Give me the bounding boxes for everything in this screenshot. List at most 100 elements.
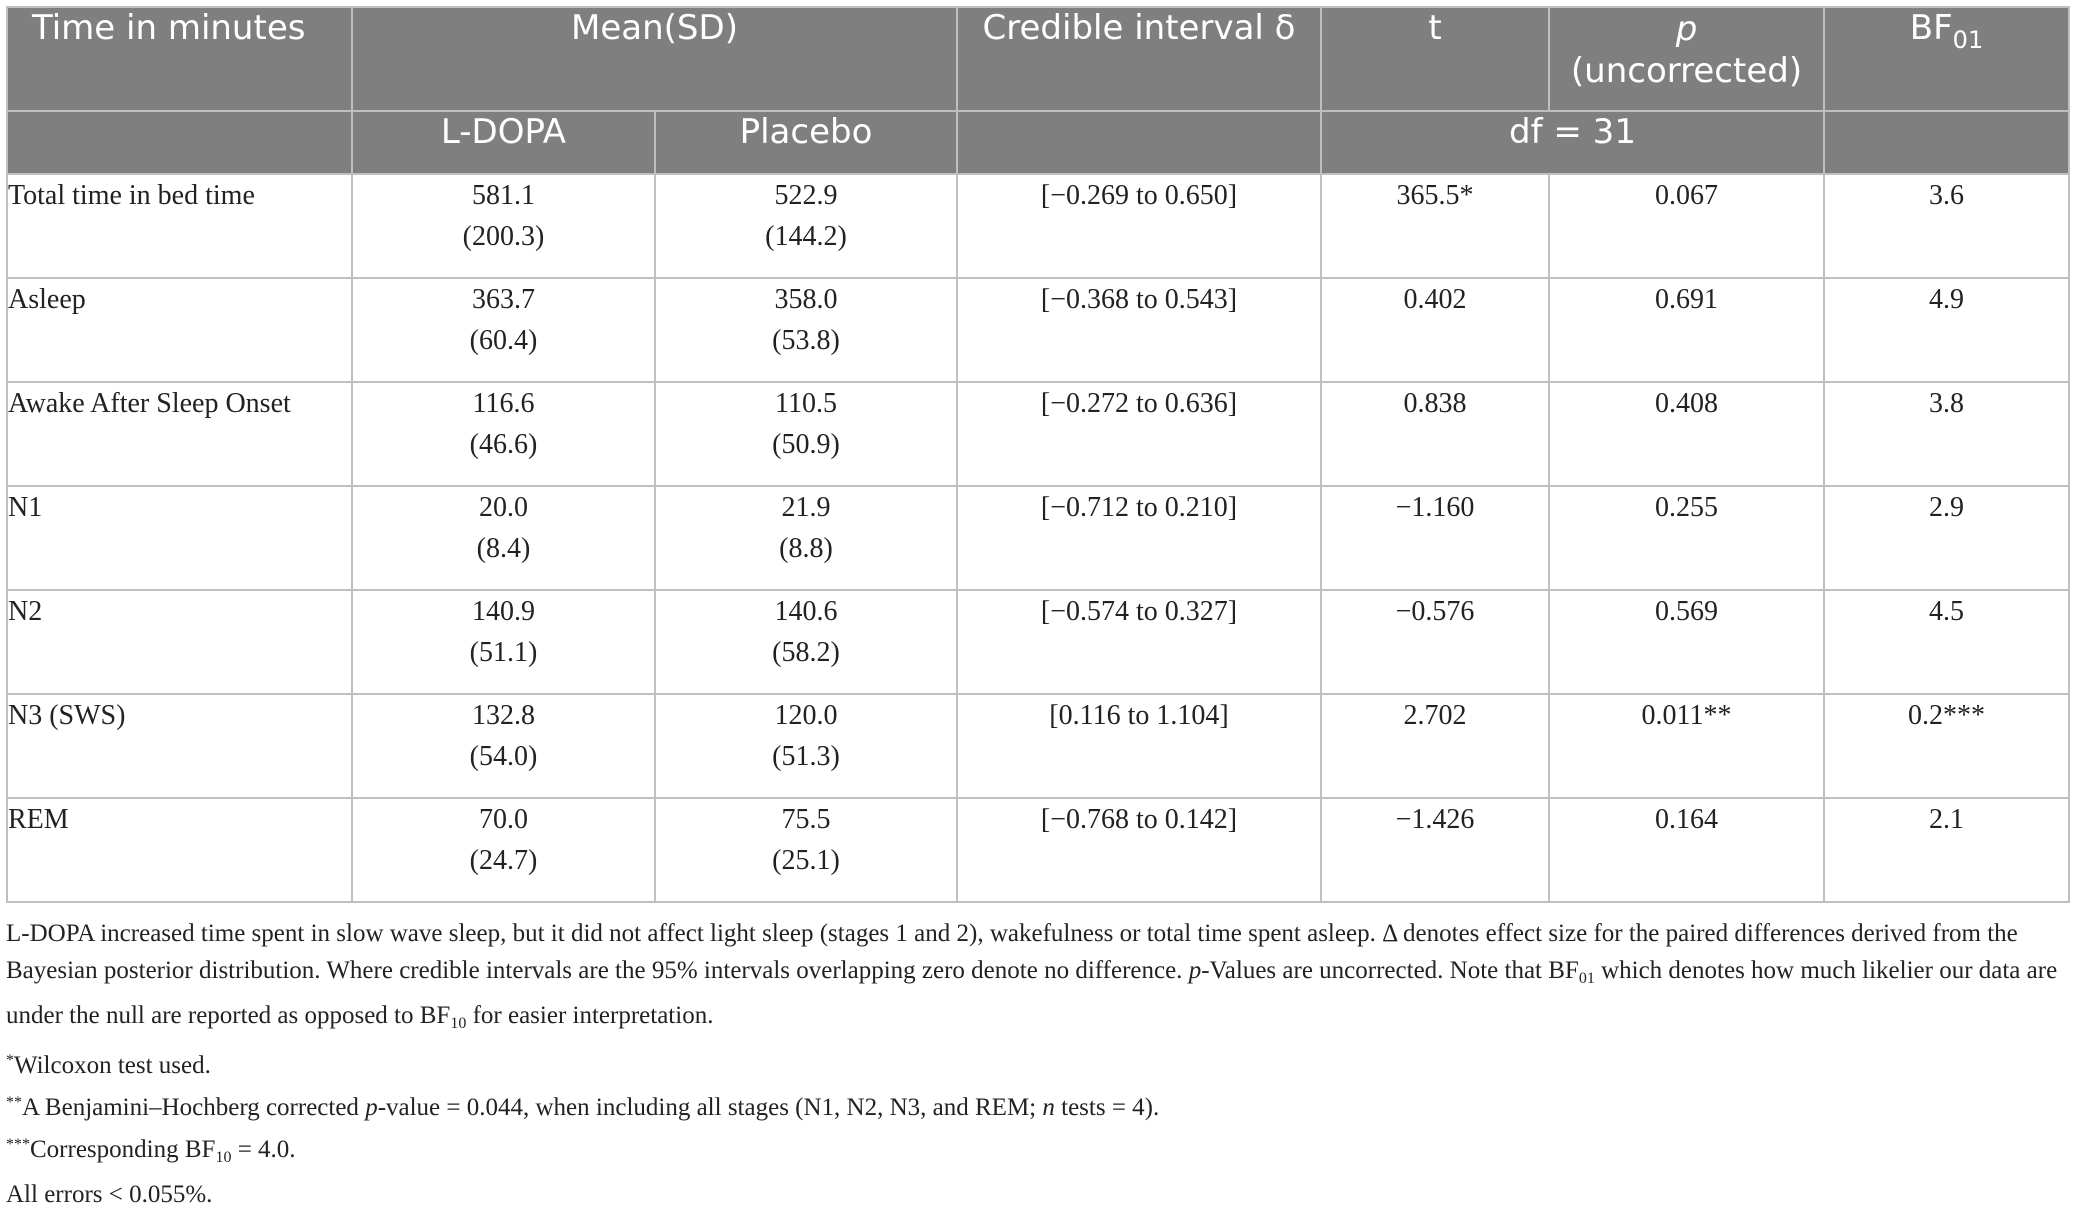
bf-cell: 2.1 (1823, 797, 2070, 903)
p-cell: 0.255 (1548, 485, 1825, 591)
t-cell-t: 0.838 (1403, 388, 1467, 419)
placebo-cell: 522.9 (144.2) (654, 173, 958, 279)
credible-interval-cell-ci: [−0.768 to 0.142] (1040, 804, 1238, 835)
p-cell-p: 0.691 (1655, 284, 1718, 315)
placebo-cell: 75.5 (25.1) (654, 797, 958, 903)
bf-cell: 3.8 (1823, 381, 2070, 487)
footnote-benjamini-text-1: A Benjamini–Hochberg corrected (22, 1094, 366, 1121)
row-label: Total time in bed time (6, 173, 353, 279)
ldopa-cell: 581.1 (200.3) (351, 173, 656, 279)
row-label-label: N1 (8, 492, 43, 523)
table-row: REM 70.0 (24.7) 75.5 (25.1) [−0.768 to 0.142]… (6, 797, 2070, 903)
header-t: t (1320, 6, 1550, 112)
placebo-cell-placebo-sd: (51.3) (772, 741, 840, 772)
row-label: REM (6, 797, 353, 903)
footnote-main: L-DOPA increased time spent in slow wave… (6, 915, 2068, 1042)
row-label-label: Awake After Sleep Onset (8, 388, 291, 419)
placebo-cell-placebo-mean: 21.9 (781, 492, 831, 523)
header-row-2: L-DOPA Placebo df = 31 (6, 110, 2070, 175)
ldopa-cell-ldopa-sd: (200.3) (462, 221, 545, 252)
results-table: Time in minutes Mean(SD) Credible interv… (6, 6, 2070, 903)
footnote-bf10-text-2: = 4.0. (231, 1136, 296, 1163)
p-cell: 0.164 (1548, 797, 1825, 903)
footnote-benjamini-text-2: -value = 0.044, when including all stage… (377, 1094, 1043, 1121)
ldopa-cell-ldopa-mean: 581.1 (472, 180, 535, 211)
ldopa-cell-ldopa-sd: (46.6) (469, 429, 538, 460)
footnote-main-p: p (1188, 957, 1202, 984)
p-cell-p: 0.569 (1655, 596, 1718, 627)
p-cell: 0.691 (1548, 277, 1825, 383)
row-label-label: N2 (8, 596, 43, 627)
row-label: N1 (6, 485, 353, 591)
p-cell-p: 0.067 (1655, 180, 1718, 211)
t-cell: −1.426 (1320, 797, 1550, 903)
placebo-cell-placebo-mean: 75.5 (781, 804, 831, 835)
ldopa-cell: 363.7 (60.4) (351, 277, 656, 383)
ldopa-cell-ldopa-sd: (60.4) (469, 325, 538, 356)
t-cell: −1.160 (1320, 485, 1550, 591)
bf-cell-bf: 3.6 (1929, 180, 1964, 211)
footnote-errors: All errors < 0.055%. (6, 1181, 213, 1208)
header-bf: BF01 (1823, 6, 2070, 112)
footnote-main-sub-10: 10 (450, 1015, 467, 1032)
credible-interval-cell: [−0.768 to 0.142] (956, 797, 1322, 903)
bf-cell: 4.9 (1823, 277, 2070, 383)
footnote-main-text-2: -Values are uncorrected. Note that BF (1201, 957, 1579, 984)
credible-interval-cell: [−0.574 to 0.327] (956, 589, 1322, 695)
placebo-cell-placebo-mean: 358.0 (774, 284, 838, 315)
header-empty-1 (6, 110, 353, 175)
bf-cell: 3.6 (1823, 173, 2070, 279)
header-mean-sd: Mean(SD) (351, 6, 958, 112)
header-empty-2 (956, 110, 1322, 175)
placebo-cell-placebo-mean: 140.6 (774, 596, 838, 627)
row-label-label: REM (8, 804, 69, 835)
ldopa-cell-ldopa-sd: (24.7) (469, 845, 538, 876)
results-table-container: Time in minutes Mean(SD) Credible interv… (6, 6, 2070, 1213)
placebo-cell: 110.5 (50.9) (654, 381, 958, 487)
placebo-cell-placebo-mean: 120.0 (774, 700, 838, 731)
footnote-main-text-1: L-DOPA increased time spent in slow wave… (6, 920, 2018, 984)
ldopa-cell-ldopa-mean: 132.8 (472, 700, 535, 731)
table-footnotes: L-DOPA increased time spent in slow wave… (6, 915, 2068, 1213)
ldopa-cell-ldopa-mean: 363.7 (472, 284, 535, 315)
t-cell-t: 2.702 (1403, 700, 1467, 731)
ldopa-cell-ldopa-sd: (51.1) (469, 637, 538, 668)
ldopa-cell: 70.0 (24.7) (351, 797, 656, 903)
footnote-main-sub-01: 01 (1578, 970, 1595, 987)
header-df: df = 31 (1320, 110, 1825, 175)
placebo-cell-placebo-sd: (144.2) (765, 221, 847, 252)
header-p-symbol: p (1675, 9, 1698, 49)
p-cell: 0.569 (1548, 589, 1825, 695)
row-label-label: N3 (SWS) (8, 700, 126, 731)
placebo-cell-placebo-sd: (8.8) (779, 533, 833, 564)
bf-cell: 2.9 (1823, 485, 2070, 591)
footnote-benjamini-text-3: tests = 4). (1054, 1094, 1160, 1121)
bf-cell-bf: 0.2*** (1908, 700, 1985, 731)
footnote-benjamini-p: p (365, 1094, 378, 1121)
p-cell-p: 0.408 (1655, 388, 1718, 419)
footnote-wilcoxon-mark: * (6, 1052, 14, 1069)
placebo-cell-placebo-sd: (53.8) (772, 325, 840, 356)
p-cell-p: 0.011** (1641, 700, 1732, 731)
footnote-wilcoxon-text: Wilcoxon test used. (14, 1052, 211, 1079)
credible-interval-cell: [−0.269 to 0.650] (956, 173, 1322, 279)
ldopa-cell: 116.6 (46.6) (351, 381, 656, 487)
placebo-cell-placebo-mean: 110.5 (775, 388, 837, 419)
footnote-bf10-sub: 10 (215, 1149, 232, 1166)
footnote-bf10-mark: *** (6, 1136, 30, 1153)
placebo-cell-placebo-mean: 522.9 (774, 180, 838, 211)
footnote-main-text-3: which denotes how much likelier our data… (6, 957, 2058, 1029)
footnote-wilcoxon: *Wilcoxon test used. (6, 1042, 2068, 1084)
header-ldopa: L-DOPA (351, 110, 656, 175)
p-cell-p: 0.164 (1655, 804, 1718, 835)
t-cell-t: −1.160 (1395, 492, 1475, 523)
header-p-uncorrected: (uncorrected) (1570, 51, 1803, 91)
footnote-benjamini: **A Benjamini–Hochberg corrected p-value… (6, 1084, 2068, 1126)
p-cell: 0.067 (1548, 173, 1825, 279)
ldopa-cell-ldopa-sd: (8.4) (476, 533, 531, 564)
ldopa-cell-ldopa-mean: 140.9 (472, 596, 535, 627)
ldopa-cell-ldopa-mean: 116.6 (472, 388, 535, 419)
ldopa-cell-ldopa-mean: 70.0 (479, 804, 528, 835)
p-cell: 0.408 (1548, 381, 1825, 487)
t-cell-t: 0.402 (1403, 284, 1467, 315)
